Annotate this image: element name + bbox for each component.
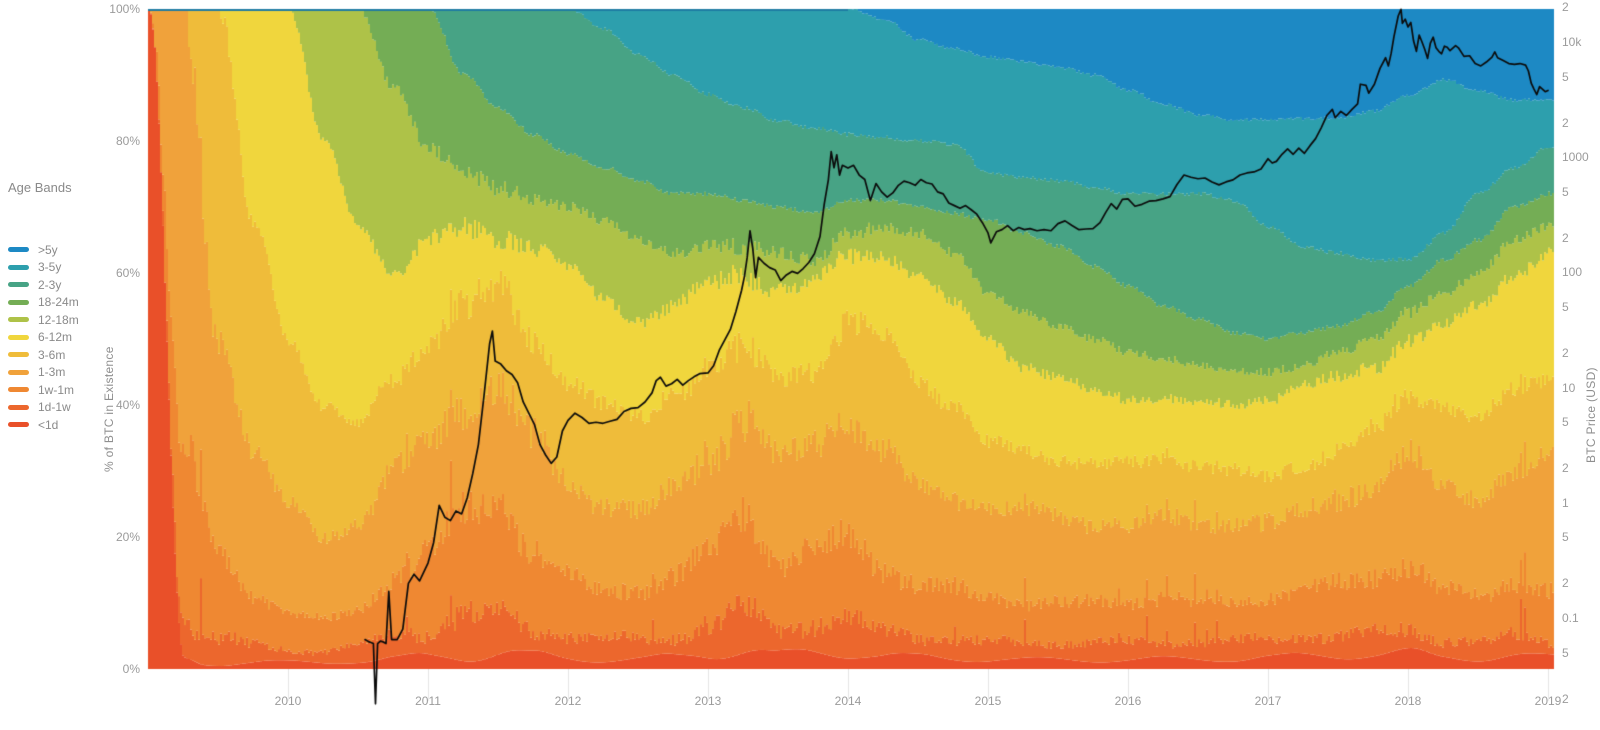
legend-swatch-icon (8, 247, 29, 253)
y-right-tick: 2 (1562, 345, 1569, 360)
y-right-tick: 5 (1562, 645, 1569, 660)
y-right-tick: 2 (1562, 230, 1569, 245)
y-right-tick: 10 (1562, 380, 1576, 395)
legend: Age Bands >5y 3-5y 2-3y 18-24m 12-18m 6-12m 3-… (8, 180, 138, 434)
legend-item-35y[interactable]: 3-5y (8, 259, 138, 277)
legend-swatch-icon (8, 264, 29, 270)
legend-item-23y[interactable]: 2-3y (8, 276, 138, 294)
y-right-tick: 0.1 (1562, 611, 1579, 625)
x-axis-tick: 2013 (694, 694, 722, 708)
legend-item-label: 3-5y (38, 260, 62, 275)
legend-item-1d[interactable]: <1d (8, 416, 138, 434)
legend-item-label: >5y (38, 242, 58, 257)
x-axis-tick: 2019 (1534, 694, 1562, 708)
y-right-tick: 1 (1562, 495, 1569, 510)
legend-swatch-icon (8, 422, 29, 428)
legend-item-1w1m[interactable]: 1w-1m (8, 381, 138, 399)
y-right-tick: 2 (1562, 0, 1569, 15)
legend-swatch-icon (8, 404, 29, 410)
y-right-tick: 1000 (1562, 150, 1589, 165)
legend-swatch-icon (8, 317, 29, 323)
legend-item-label: 2-3y (38, 277, 62, 292)
y-left-tick: 20% (115, 530, 140, 544)
legend-item-1d1w[interactable]: 1d-1w (8, 399, 138, 417)
y-left-axis-title: % of BTC in Existence (102, 346, 116, 472)
y-left-tick: 100% (109, 2, 140, 16)
legend-item-36m[interactable]: 3-6m (8, 346, 138, 364)
y-left-tick: 60% (115, 266, 140, 280)
y-right-tick: 2 (1562, 461, 1569, 476)
legend-item-label: 3-6m (38, 347, 66, 362)
legend-item-612m[interactable]: 6-12m (8, 329, 138, 347)
legend-item-label: <1d (38, 417, 59, 432)
legend-item-1824m[interactable]: 18-24m (8, 294, 138, 312)
legend-item-label: 1w-1m (38, 382, 75, 397)
y-right-tick: 2 (1562, 115, 1569, 130)
legend-title: Age Bands (8, 180, 72, 195)
y-right-tick: 5 (1562, 415, 1569, 430)
legend-item-label: 18-24m (38, 295, 79, 310)
y-right-tick: 5 (1562, 530, 1569, 545)
y-right-tick: 10k (1562, 35, 1582, 49)
y-left-tick: 0% (122, 662, 140, 676)
y-left-tick: 40% (115, 398, 140, 412)
x-axis-tick: 2012 (554, 694, 582, 708)
legend-item-label: 6-12m (38, 330, 73, 345)
y-right-axis-title: BTC Price (USD) (1584, 367, 1598, 463)
legend-item-label: 1d-1w (38, 400, 71, 415)
y-left-tick: 80% (115, 134, 140, 148)
legend-item-label: 1-3m (38, 365, 66, 380)
y-right-tick: 2 (1562, 691, 1569, 706)
x-axis-tick: 2011 (415, 694, 441, 708)
x-axis-tick: 2017 (1254, 694, 1282, 708)
legend-item-label: 12-18m (38, 312, 79, 327)
x-axis-tick: 2010 (274, 694, 302, 708)
y-right-tick: 5 (1562, 69, 1569, 84)
x-axis-tick: 2015 (974, 694, 1002, 708)
x-axis-tick: 2018 (1394, 694, 1422, 708)
legend-swatch-icon (8, 299, 29, 305)
y-right-tick: 5 (1562, 184, 1569, 199)
y-right-tick: 5 (1562, 300, 1569, 315)
y-right-tick: 100 (1562, 265, 1583, 280)
legend-swatch-icon (8, 282, 29, 288)
legend-swatch-icon (8, 387, 29, 393)
x-axis-tick: 2014 (834, 694, 862, 708)
legend-item-13m[interactable]: 1-3m (8, 364, 138, 382)
legend-swatch-icon (8, 334, 29, 340)
y-right-tick: 2 (1562, 576, 1569, 591)
legend-swatch-icon (8, 369, 29, 375)
legend-items: >5y 3-5y 2-3y 18-24m 12-18m 6-12m 3-6m 1-3m 1w-1… (8, 241, 138, 434)
legend-item-5y[interactable]: >5y (8, 241, 138, 259)
x-axis-tick: 2016 (1114, 694, 1142, 708)
legend-item-1218m[interactable]: 12-18m (8, 311, 138, 329)
legend-swatch-icon (8, 352, 29, 358)
